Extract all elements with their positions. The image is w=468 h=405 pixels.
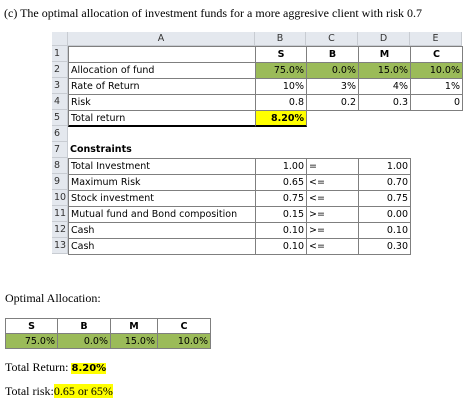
cell: 0.10 [255,238,307,255]
column-header: A [68,32,255,46]
total-risk: Total risk:0.65 or 65% [5,384,113,399]
cell: 8.20% [255,110,307,127]
cell: 0.70 [358,174,411,191]
cell: 0.65 [255,174,307,191]
cell: M [358,46,411,63]
row-number: 12 [52,222,68,238]
total-return-label: Total Return: [5,360,69,374]
row-number: 2 [52,62,68,78]
optimal-header: B [57,318,111,334]
optimal-value: 75.0% [5,333,58,349]
cell: 0 [410,94,463,111]
cell [68,46,256,63]
optimal-label: Optimal Allocation: [5,291,101,305]
cell: Risk [68,94,256,111]
cell: 15.0% [358,62,411,79]
column-header: E [410,32,462,46]
cell: 0.2 [306,94,359,111]
cell: Cash [68,238,256,255]
cell: Constraints [70,144,132,155]
cell: >= [306,222,359,239]
optimal-header: M [110,318,158,334]
cell: >= [306,206,359,223]
cell: C [410,46,463,63]
cell: Maximum Risk [68,174,256,191]
cell: 1% [410,78,463,95]
spreadsheet: A B C D E 1 S B M C 2 Allocation of fund 75.0% 0.0% 15… [52,32,463,255]
cell: 75.0% [255,62,307,79]
optimal-table: S 75.0% B 0.0% M 15.0% C 10.0% [5,318,211,350]
cell: 4% [358,78,411,95]
cell: <= [306,174,359,191]
row-number: 6 [52,126,68,142]
cell: 10.0% [410,62,463,79]
row-number: 10 [52,190,68,206]
cell: 0.8 [255,94,307,111]
cell: 0.10 [358,222,411,239]
optimal-header: S [5,318,58,334]
cell: B [306,46,359,63]
row-number: 4 [52,94,68,110]
cell: 1.00 [358,158,411,175]
corner [52,32,68,46]
column-header: D [358,32,410,46]
cell: Total return [68,110,256,127]
row-number: 7 [52,142,68,158]
cell: Stock investment [68,190,256,207]
cell: 10% [255,78,307,95]
title: (c) The optimal allocation of investment… [4,6,422,20]
row-number: 9 [52,174,68,190]
optimal-header: C [157,318,211,334]
column-header: B [255,32,306,46]
cell: Rate of Return [68,78,256,95]
total-risk-value: 0.65 or 65% [53,384,113,398]
cell: <= [306,190,359,207]
row-number: 13 [52,238,68,254]
optimal-value: 0.0% [57,333,111,349]
row-number: 5 [52,110,68,126]
cell: Allocation of fund [68,62,256,79]
cell: 3% [306,78,359,95]
total-return: Total Return: 8.20% [5,360,107,375]
cell: <= [306,238,359,255]
cell: 0.0% [306,62,359,79]
cell: 1.00 [255,158,307,175]
cell: 0.10 [255,222,307,239]
cell: 0.75 [358,190,411,207]
row-number: 11 [52,206,68,222]
cell: 0.15 [255,206,307,223]
total-risk-label: Total risk: [5,384,54,398]
row-number: 3 [52,78,68,94]
optimal-value: 10.0% [157,333,211,349]
total-return-value: 8.20% [71,363,107,374]
cell: Cash [68,222,256,239]
cell: 0.75 [255,190,307,207]
row-number: 1 [52,46,68,62]
cell: 0.3 [358,94,411,111]
cell: 0.30 [358,238,411,255]
optimal-value: 15.0% [110,333,158,349]
cell: Total Investment [68,158,256,175]
cell: S [255,46,307,63]
cell: = [306,158,359,175]
cell: Mutual fund and Bond composition [68,206,256,223]
row-number: 8 [52,158,68,174]
cell: 0.00 [358,206,411,223]
column-header: C [306,32,358,46]
